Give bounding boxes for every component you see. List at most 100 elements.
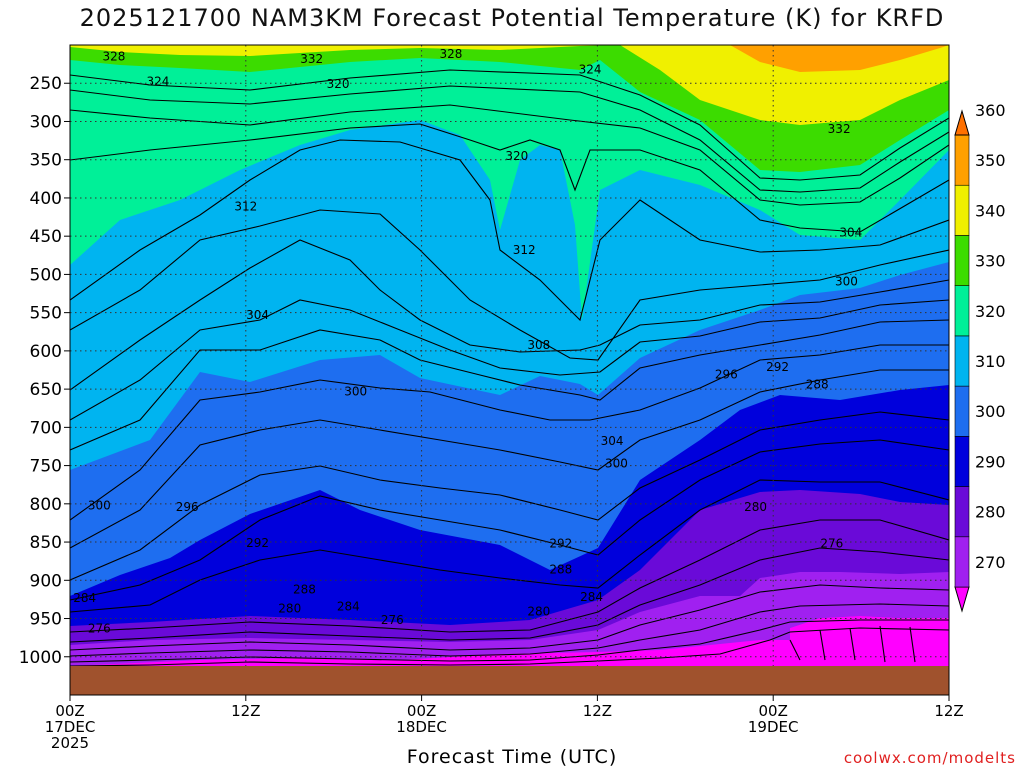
contour-label: 304 [601,434,624,448]
x-tick-label: 19DEC [748,718,799,736]
colorbar-label: 360 [975,101,1006,120]
contour-label: 288 [293,582,316,596]
x-tick-label: 12Z [231,702,260,720]
x-tick-label: 17DEC [45,718,96,736]
colorbar-label: 280 [975,503,1006,522]
y-axis: 250 300 350 400 450 500 550 600 650 700 750 800 850 9… [19,74,70,668]
y-tick-label: 750 [30,457,62,477]
colorbar-label: 340 [975,201,1006,220]
contour-line [70,69,949,181]
contour-line [789,625,916,663]
contour-label: 276 [381,613,404,627]
colorbar-segment [954,486,970,538]
colorbar-label: 290 [975,452,1006,471]
plot-border [69,44,950,696]
contour-line [70,239,949,391]
colorbar-min-arrow [954,586,970,613]
credit-link[interactable]: coolwx.com/modelts [843,749,1016,767]
x-tick-label: 12Z [583,702,612,720]
contour-line [70,319,949,451]
colorbar-segment [954,335,970,387]
contour-line [70,123,949,233]
contour-line [70,369,949,549]
x-tick-label: 00Z [759,702,788,720]
contour-label: 300 [605,456,628,470]
contour-label: 296 [715,368,738,382]
contour-label: 300 [344,384,367,398]
contour-label: 320 [505,149,528,163]
y-tick-label: 650 [30,380,62,400]
contour-label: 276 [820,537,843,551]
contour-label: 304 [246,308,269,322]
contour-line [70,519,949,633]
contour-label: 312 [234,199,257,213]
layer-360 [730,45,949,72]
contour-line [70,299,949,421]
contour-line [70,584,949,651]
y-tick-label: 350 [30,151,62,171]
colorbar-label: 350 [975,151,1006,170]
colorbar-label: 320 [975,302,1006,321]
contour-line [70,603,949,657]
contour-line [70,439,949,601]
colorbar-segment [954,235,970,286]
contour-line [70,104,949,206]
contour-label: 288 [549,563,572,577]
y-tick-label: 1000 [19,648,62,668]
x-tick-label: 00Z [55,702,84,720]
contour-label: 308 [527,338,550,352]
y-tick-label: 500 [30,265,62,285]
contour-line [70,627,949,667]
contour-label: 324 [146,75,169,89]
layer-pbl-core [790,616,949,670]
y-tick-label: 400 [30,189,62,209]
chart-title: 2025121700 NAM3KM Forecast Potential Tem… [79,4,945,32]
plot-area [70,45,949,695]
contour-label: 324 [579,62,602,76]
x-tick-label: 18DEC [396,718,447,736]
colorbar: 270 280 290 300 310 320 330 340 350 360 [954,101,1006,613]
contour-label: 296 [176,500,199,514]
y-tick-label: 550 [30,304,62,324]
contour-label: 276 [88,621,111,635]
contour-label: 304 [839,225,862,239]
y-tick-label: 900 [30,571,62,591]
ground [70,666,949,695]
y-tick-label: 600 [30,342,62,362]
contour-label: 288 [806,378,829,392]
y-tick-label: 800 [30,495,62,515]
colorbar-segment [954,385,970,437]
x-tick-label: 2025 [51,734,89,752]
contour-label: 292 [549,537,572,551]
y-tick-label: 300 [30,112,62,132]
contour-label: 284 [73,591,96,605]
colorbar-max-arrow [954,109,970,136]
contour-line [70,85,949,193]
contour-label: 328 [439,47,462,61]
contour-lines [70,69,949,667]
colorbar-label: 330 [975,252,1006,271]
contour-line [70,139,949,322]
contour-labels: 328 332 328 324 324 320 332 320 312 304 312 300 304 3… [73,47,862,635]
y-tick-label: 850 [30,533,62,553]
y-tick-label: 450 [30,227,62,247]
contour-label: 284 [580,590,603,604]
colorbar-segment [954,184,970,236]
layer-350 [70,45,949,125]
contour-label: 280 [744,500,767,514]
contour-label: 300 [88,498,111,512]
contour-line [70,547,949,643]
contour-label: 280 [527,605,550,619]
contour-label: 332 [828,122,851,136]
contour-label: 332 [300,52,323,66]
colorbar-label: 310 [975,352,1006,371]
y-tick-label: 250 [30,74,62,94]
contour-label: 312 [513,243,536,257]
x-tick-label: 00Z [407,702,436,720]
contour-label: 284 [337,599,360,613]
contour-label: 328 [102,49,125,63]
y-tick-label: 950 [30,610,62,630]
colorbar-segment [954,134,970,186]
